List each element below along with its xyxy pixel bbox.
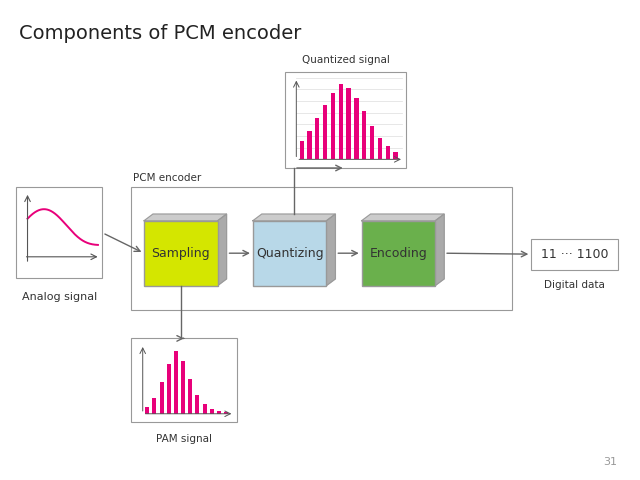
Bar — [152, 398, 156, 414]
Text: PAM signal: PAM signal — [156, 434, 212, 444]
Bar — [346, 88, 351, 159]
Bar — [253, 221, 326, 286]
Bar — [195, 395, 200, 414]
Bar — [385, 146, 390, 159]
Polygon shape — [435, 214, 444, 286]
Bar — [144, 221, 218, 286]
Bar — [167, 364, 171, 414]
Polygon shape — [253, 214, 335, 221]
Text: Components of PCM encoder: Components of PCM encoder — [19, 24, 301, 43]
Text: PCM encoder: PCM encoder — [133, 173, 202, 183]
Text: Quantizing: Quantizing — [256, 247, 323, 260]
Bar — [181, 360, 185, 414]
Bar — [370, 126, 374, 159]
Bar — [394, 152, 397, 159]
Bar — [224, 412, 228, 414]
Polygon shape — [362, 214, 444, 221]
Polygon shape — [326, 214, 335, 286]
Bar — [300, 141, 304, 159]
Bar — [307, 131, 312, 159]
Polygon shape — [144, 214, 227, 221]
Bar — [531, 239, 618, 270]
Bar — [315, 118, 319, 159]
Bar — [285, 72, 406, 168]
Bar — [145, 408, 149, 414]
Bar — [378, 138, 382, 159]
Polygon shape — [218, 214, 227, 286]
Text: Digital data: Digital data — [544, 280, 605, 290]
Bar — [16, 187, 102, 278]
Bar — [159, 383, 164, 414]
Bar — [131, 338, 237, 422]
Text: 11 ··· 1100: 11 ··· 1100 — [541, 248, 608, 261]
Bar — [339, 84, 343, 159]
Bar — [188, 379, 192, 414]
Bar — [355, 98, 358, 159]
Text: 31: 31 — [604, 456, 618, 467]
Bar — [174, 351, 178, 414]
Text: Analog signal: Analog signal — [22, 292, 97, 302]
Text: Encoding: Encoding — [369, 247, 428, 260]
Text: Sampling: Sampling — [152, 247, 210, 260]
Bar — [217, 410, 221, 414]
Text: Quantized signal: Quantized signal — [301, 55, 390, 65]
Bar — [323, 105, 327, 159]
Bar — [131, 187, 512, 310]
Bar — [362, 221, 435, 286]
Bar — [362, 110, 367, 159]
Bar — [210, 409, 214, 414]
Bar — [331, 93, 335, 159]
Bar — [203, 404, 207, 414]
